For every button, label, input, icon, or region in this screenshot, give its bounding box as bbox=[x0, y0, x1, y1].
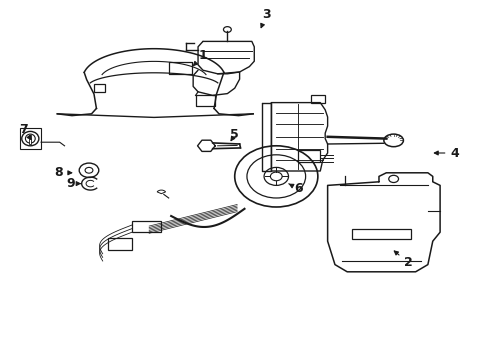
Text: 3: 3 bbox=[260, 8, 270, 28]
Text: 1: 1 bbox=[193, 49, 207, 66]
Text: 8: 8 bbox=[54, 166, 72, 179]
Text: 9: 9 bbox=[66, 177, 81, 190]
Text: 2: 2 bbox=[393, 251, 412, 269]
Text: 4: 4 bbox=[433, 147, 458, 159]
Text: 5: 5 bbox=[230, 129, 239, 141]
Text: 7: 7 bbox=[19, 123, 31, 139]
Text: 6: 6 bbox=[288, 183, 302, 195]
